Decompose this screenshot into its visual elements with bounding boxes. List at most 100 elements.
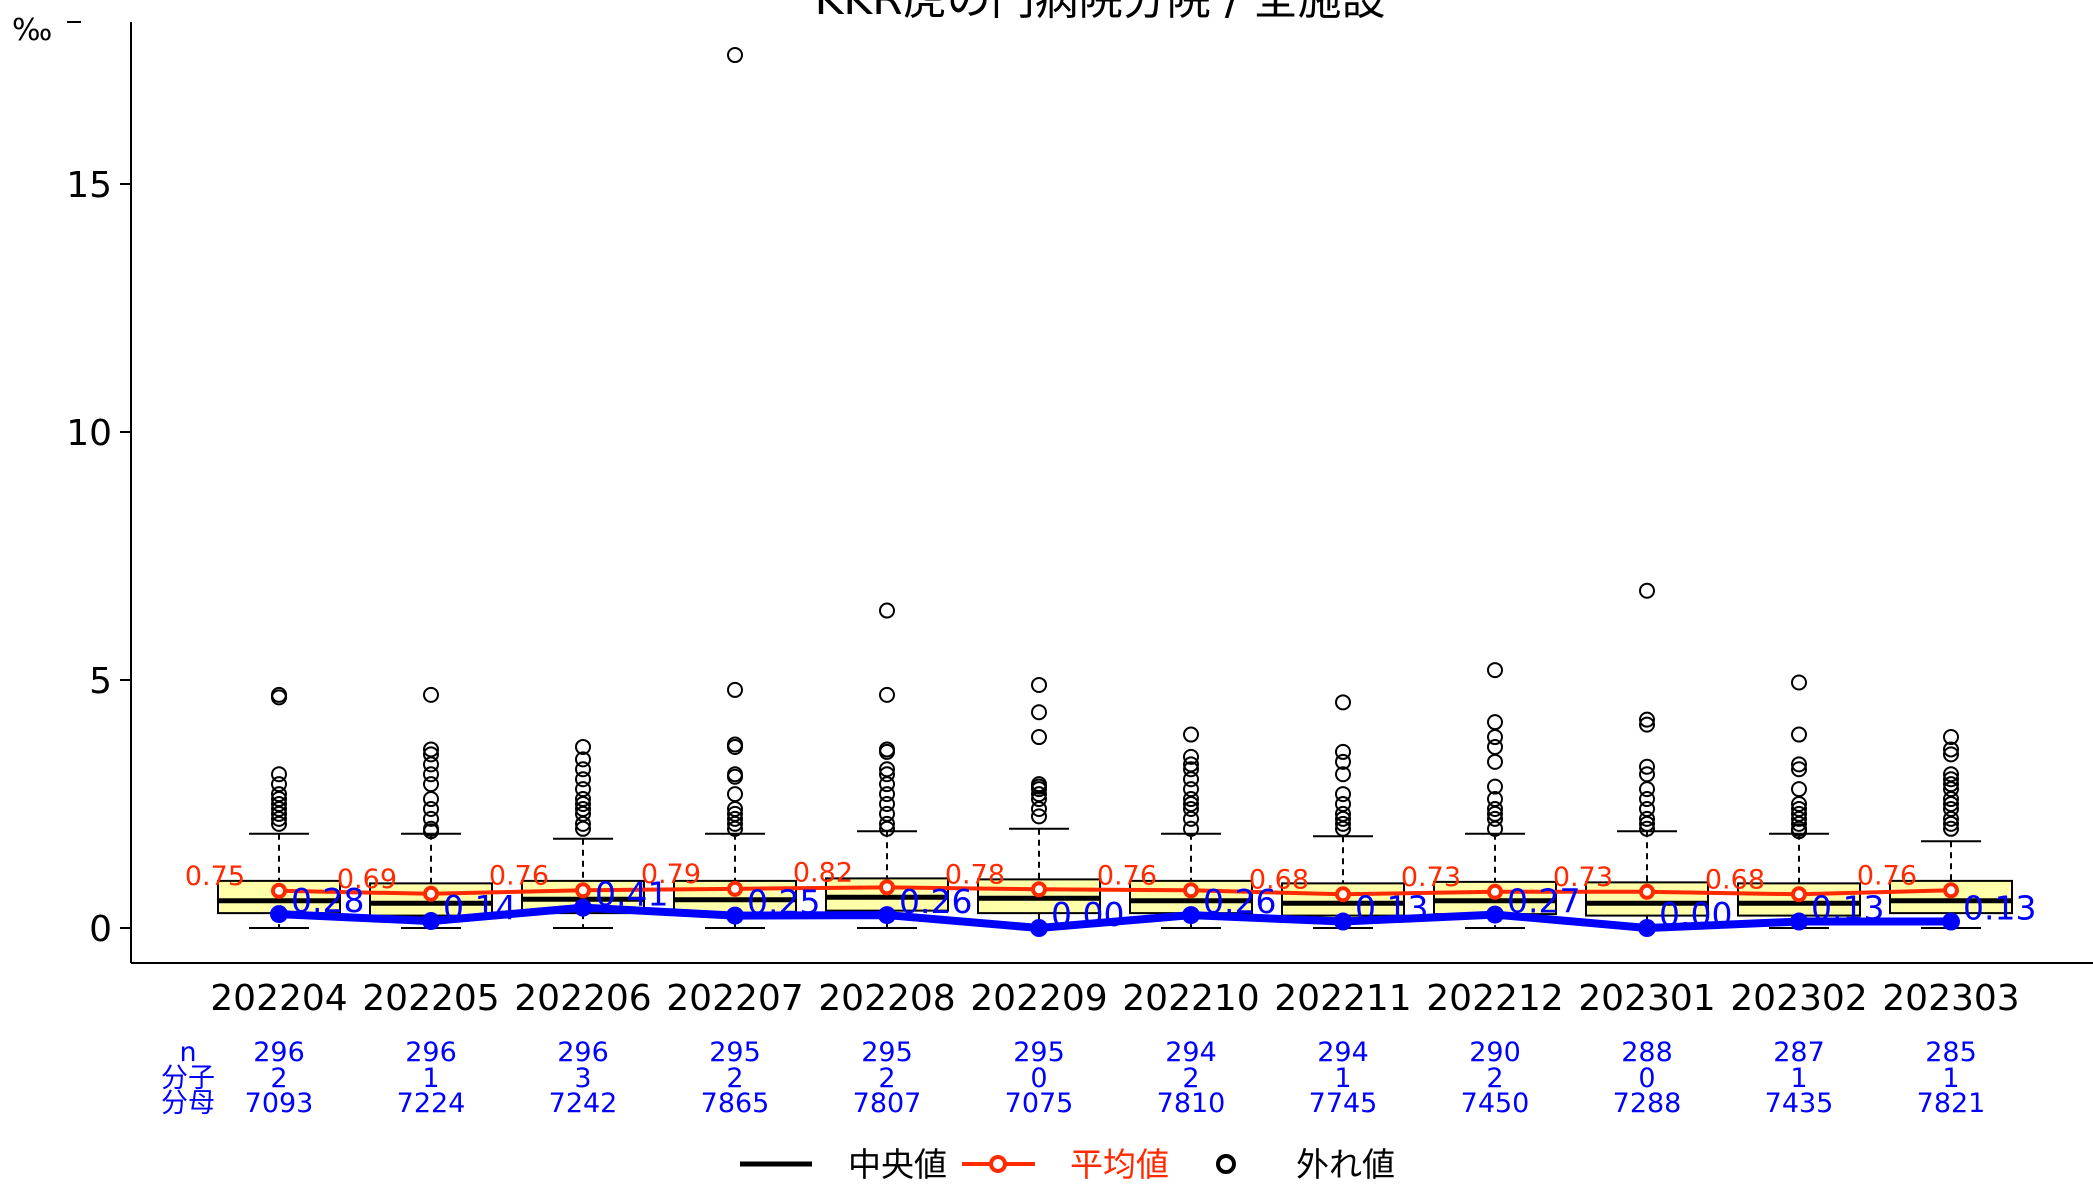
outlier-point (727, 815, 743, 832)
stats-n: 295 (861, 1037, 913, 1068)
mean-label: 0.73 (1401, 862, 1461, 893)
outlier-point (727, 810, 743, 827)
mean-label: 0.68 (1249, 864, 1309, 895)
outlier-point (1639, 820, 1655, 837)
outlier-point (1335, 820, 1351, 837)
y-tick-label: 0 (89, 909, 112, 950)
outlier-point (271, 815, 287, 832)
outlier-point (1183, 771, 1199, 788)
mean-point (1335, 886, 1351, 903)
mean-point (1183, 882, 1199, 899)
mean-point (423, 885, 439, 902)
outlier-point (1031, 791, 1047, 808)
outlier-point (271, 766, 287, 783)
hospital-point (1942, 912, 1960, 931)
outlier-point (271, 689, 287, 706)
x-tick-label: 202204 (210, 978, 347, 1019)
outlier-point (879, 820, 895, 837)
mean-label: 0.76 (1097, 860, 1157, 891)
stats-numerator: 1 (1790, 1063, 1807, 1094)
hospital-label: 0.27 (1507, 882, 1580, 921)
outlier-point (423, 791, 439, 808)
outlier-point (727, 786, 743, 803)
outlier-point (1487, 729, 1503, 746)
outlier-point (879, 743, 895, 760)
outlier-point (1183, 820, 1199, 837)
hospital-label: 0.14 (443, 888, 516, 927)
x-tick-label: 202209 (970, 978, 1107, 1019)
hospital-label: 0.00 (1659, 895, 1732, 934)
stats-denominator: 7224 (397, 1088, 466, 1119)
outlier-point (1639, 716, 1655, 733)
outlier-point (1335, 753, 1351, 770)
value-labels: 0.75 0.69 0.76 0.79 0.82 0.78 0.76 0.68 0.73 0.73… (185, 857, 2037, 934)
outlier-layer (271, 47, 1959, 840)
x-tick-label: 202303 (1882, 978, 2019, 1019)
stats-numerator: 3 (574, 1063, 591, 1094)
outlier-point (727, 738, 743, 755)
outlier-point (1183, 748, 1199, 765)
series-lines (270, 879, 1960, 937)
outlier-point (1183, 810, 1199, 827)
mean-point (1031, 881, 1047, 898)
outlier-point (1791, 726, 1807, 743)
legend-outlier-label: 外れ値 (1296, 1145, 1395, 1184)
outlier-point (1943, 791, 1959, 808)
mean-point (1791, 886, 1807, 903)
outlier-point (1791, 674, 1807, 691)
hospital-label: 0.13 (1963, 889, 2036, 928)
outlier-point (575, 771, 591, 788)
stats-numerator: 1 (422, 1063, 439, 1094)
y-tick-label: 5 (89, 661, 112, 702)
outlier-point (1031, 676, 1047, 693)
outlier-point (879, 766, 895, 783)
outlier-point (727, 681, 743, 698)
outlier-point (1183, 726, 1199, 743)
stats-n: 287 (1773, 1037, 1825, 1068)
outlier-point (271, 810, 287, 827)
hospital-point (878, 906, 896, 925)
outlier-point (1791, 761, 1807, 778)
outlier-point (1791, 815, 1807, 832)
stats-denominator: 7745 (1309, 1088, 1378, 1119)
outlier-point (879, 786, 895, 803)
outlier-point (423, 823, 439, 840)
outlier-point (1031, 800, 1047, 817)
stats-n: 296 (253, 1037, 305, 1068)
y-axis-unit: ‰ (12, 13, 52, 48)
x-tick-label: 202207 (666, 978, 803, 1019)
outlier-point (423, 800, 439, 817)
x-tick-label: 202206 (514, 978, 651, 1019)
stats-denominator: 7093 (245, 1088, 314, 1119)
hospital-point (270, 905, 288, 924)
hospital-point (574, 898, 592, 917)
stats-numerator: 2 (726, 1063, 743, 1094)
outlier-point (727, 47, 743, 64)
outlier-point (1335, 743, 1351, 760)
hospital-line (278, 903, 1951, 933)
outlier-point (1943, 729, 1959, 746)
mean-label: 0.82 (793, 857, 853, 888)
outlier-point (727, 820, 743, 837)
stats-numerator: 2 (1182, 1063, 1199, 1094)
outlier-point (879, 815, 895, 832)
x-tick-label: 202212 (1426, 978, 1563, 1019)
stats-n: 285 (1925, 1037, 1977, 1068)
outlier-point (1639, 810, 1655, 827)
stats-denominator: 7807 (853, 1088, 922, 1119)
stats-n: 288 (1621, 1037, 1673, 1068)
stats-n: 295 (1013, 1037, 1065, 1068)
y-tick-label: 15 (66, 165, 112, 206)
outlier-point (575, 815, 591, 832)
outlier-point (1487, 800, 1503, 817)
mean-point (879, 879, 895, 896)
x-tick-label: 202208 (818, 978, 955, 1019)
stats-numerator: 1 (1942, 1063, 1959, 1094)
chart-title: KKR虎の門病院分院 / 全施設 (814, 0, 1385, 25)
mean-point (575, 882, 591, 899)
legend-mean-label: 平均値 (1070, 1145, 1169, 1184)
outlier-point (1335, 786, 1351, 803)
stats-numerator: 2 (270, 1063, 287, 1094)
outlier-point (423, 776, 439, 793)
outlier-point (1791, 781, 1807, 798)
